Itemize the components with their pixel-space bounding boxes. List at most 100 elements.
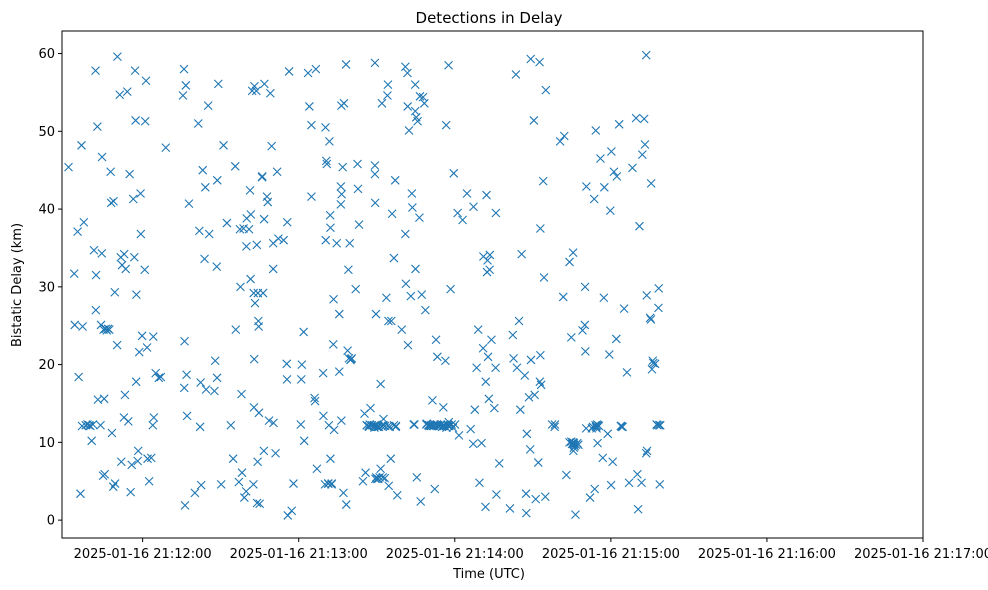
data-point: [468, 439, 478, 449]
data-point: [92, 122, 102, 132]
data-point: [337, 189, 347, 199]
data-point: [254, 408, 264, 418]
data-point: [252, 240, 262, 250]
data-point: [106, 167, 116, 177]
data-point: [179, 383, 189, 393]
data-point: [515, 405, 525, 415]
data-point: [289, 479, 298, 488]
data-point: [297, 360, 307, 369]
data-point: [265, 88, 275, 98]
data-point: [558, 292, 568, 302]
data-point: [608, 457, 618, 467]
data-point: [410, 80, 420, 90]
data-point: [521, 489, 531, 499]
data-point: [505, 504, 515, 513]
data-point: [339, 98, 349, 108]
data-point: [204, 229, 214, 239]
data-point: [642, 446, 652, 456]
data-point: [344, 265, 353, 275]
data-point: [550, 420, 560, 429]
y-axis-label: Bistatic Delay (km): [10, 223, 25, 347]
data-point: [334, 367, 344, 376]
data-point: [353, 184, 363, 194]
data-point: [492, 490, 501, 499]
data-point: [599, 293, 609, 303]
data-point: [259, 214, 269, 224]
data-point: [491, 208, 501, 218]
x-tick-label: 2025-01-16 21:16:00: [698, 547, 836, 562]
data-point: [274, 234, 283, 244]
data-point: [509, 353, 518, 363]
data-point: [336, 200, 346, 209]
data-point: [216, 479, 226, 489]
data-point: [655, 420, 665, 430]
data-point: [247, 86, 257, 96]
data-point: [332, 238, 342, 248]
data-point: [201, 385, 211, 394]
data-point: [282, 359, 292, 369]
data-point: [131, 116, 141, 125]
data-point: [107, 428, 117, 438]
data-point: [234, 477, 244, 487]
data-point: [321, 123, 330, 132]
x-tick-label: 2025-01-16 21:15:00: [542, 547, 680, 562]
data-point: [299, 327, 309, 337]
data-point: [339, 488, 348, 498]
data-point: [466, 424, 476, 434]
data-point: [263, 197, 273, 207]
data-point: [254, 322, 264, 331]
data-point: [253, 457, 262, 467]
data-point: [603, 429, 613, 439]
data-point: [64, 162, 73, 172]
data-point: [179, 64, 189, 74]
data-point: [529, 116, 539, 125]
data-point: [149, 413, 159, 422]
data-point: [212, 175, 222, 185]
data-point: [450, 420, 460, 429]
data-point: [390, 175, 400, 185]
data-point: [525, 444, 535, 454]
data-point: [196, 378, 206, 387]
data-point: [622, 367, 632, 377]
data-point: [77, 140, 86, 150]
data-point: [624, 478, 634, 488]
data-point: [447, 420, 457, 429]
data-point: [605, 206, 615, 216]
data-point: [376, 464, 386, 474]
data-point: [328, 339, 338, 349]
data-point: [180, 500, 190, 510]
data-point: [411, 264, 420, 274]
data-point: [198, 165, 208, 175]
data-point: [110, 287, 120, 297]
data-point: [116, 457, 126, 467]
data-point: [568, 248, 578, 258]
data-point: [441, 120, 451, 130]
data-point: [618, 422, 627, 432]
y-tick-label: 50: [38, 125, 55, 140]
data-point: [438, 402, 448, 412]
data-point: [377, 98, 387, 108]
data-point: [462, 189, 472, 198]
data-point: [230, 161, 240, 171]
data-point: [318, 368, 328, 378]
data-point: [239, 493, 249, 502]
data-point: [323, 479, 333, 488]
data-point: [619, 304, 629, 313]
data-point: [376, 379, 386, 389]
data-point: [264, 416, 274, 425]
data-point: [228, 454, 238, 464]
data-point: [517, 249, 527, 259]
data-point: [637, 478, 646, 488]
data-point: [133, 446, 143, 456]
data-point: [257, 172, 267, 181]
data-point: [470, 405, 480, 415]
data-point: [341, 60, 351, 69]
data-point: [123, 416, 133, 426]
data-point: [338, 162, 348, 172]
data-point: [478, 343, 488, 353]
data-point: [538, 176, 548, 186]
data-point: [449, 168, 459, 178]
data-point: [121, 264, 131, 274]
data-point: [555, 137, 565, 146]
data-point: [400, 229, 410, 239]
